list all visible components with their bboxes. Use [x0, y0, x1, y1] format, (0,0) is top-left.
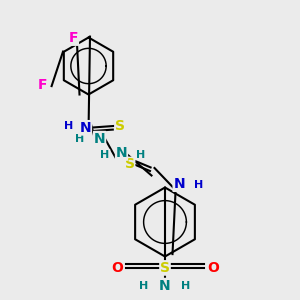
Text: O: O	[207, 261, 219, 275]
Text: H: H	[75, 134, 84, 145]
Text: N: N	[94, 132, 105, 145]
Text: H: H	[64, 121, 74, 131]
Text: H: H	[136, 149, 146, 160]
Text: H: H	[182, 280, 190, 291]
Text: S: S	[124, 158, 135, 171]
Text: F: F	[38, 78, 47, 92]
Text: H: H	[100, 149, 109, 160]
Text: H: H	[140, 280, 148, 291]
Text: O: O	[111, 261, 123, 275]
Text: F: F	[69, 31, 78, 45]
Text: S: S	[160, 261, 170, 275]
Text: N: N	[159, 279, 171, 292]
Text: S: S	[115, 119, 125, 133]
Text: N: N	[80, 121, 91, 135]
Text: N: N	[173, 177, 185, 191]
Text: H: H	[194, 179, 203, 190]
Text: N: N	[116, 146, 127, 160]
